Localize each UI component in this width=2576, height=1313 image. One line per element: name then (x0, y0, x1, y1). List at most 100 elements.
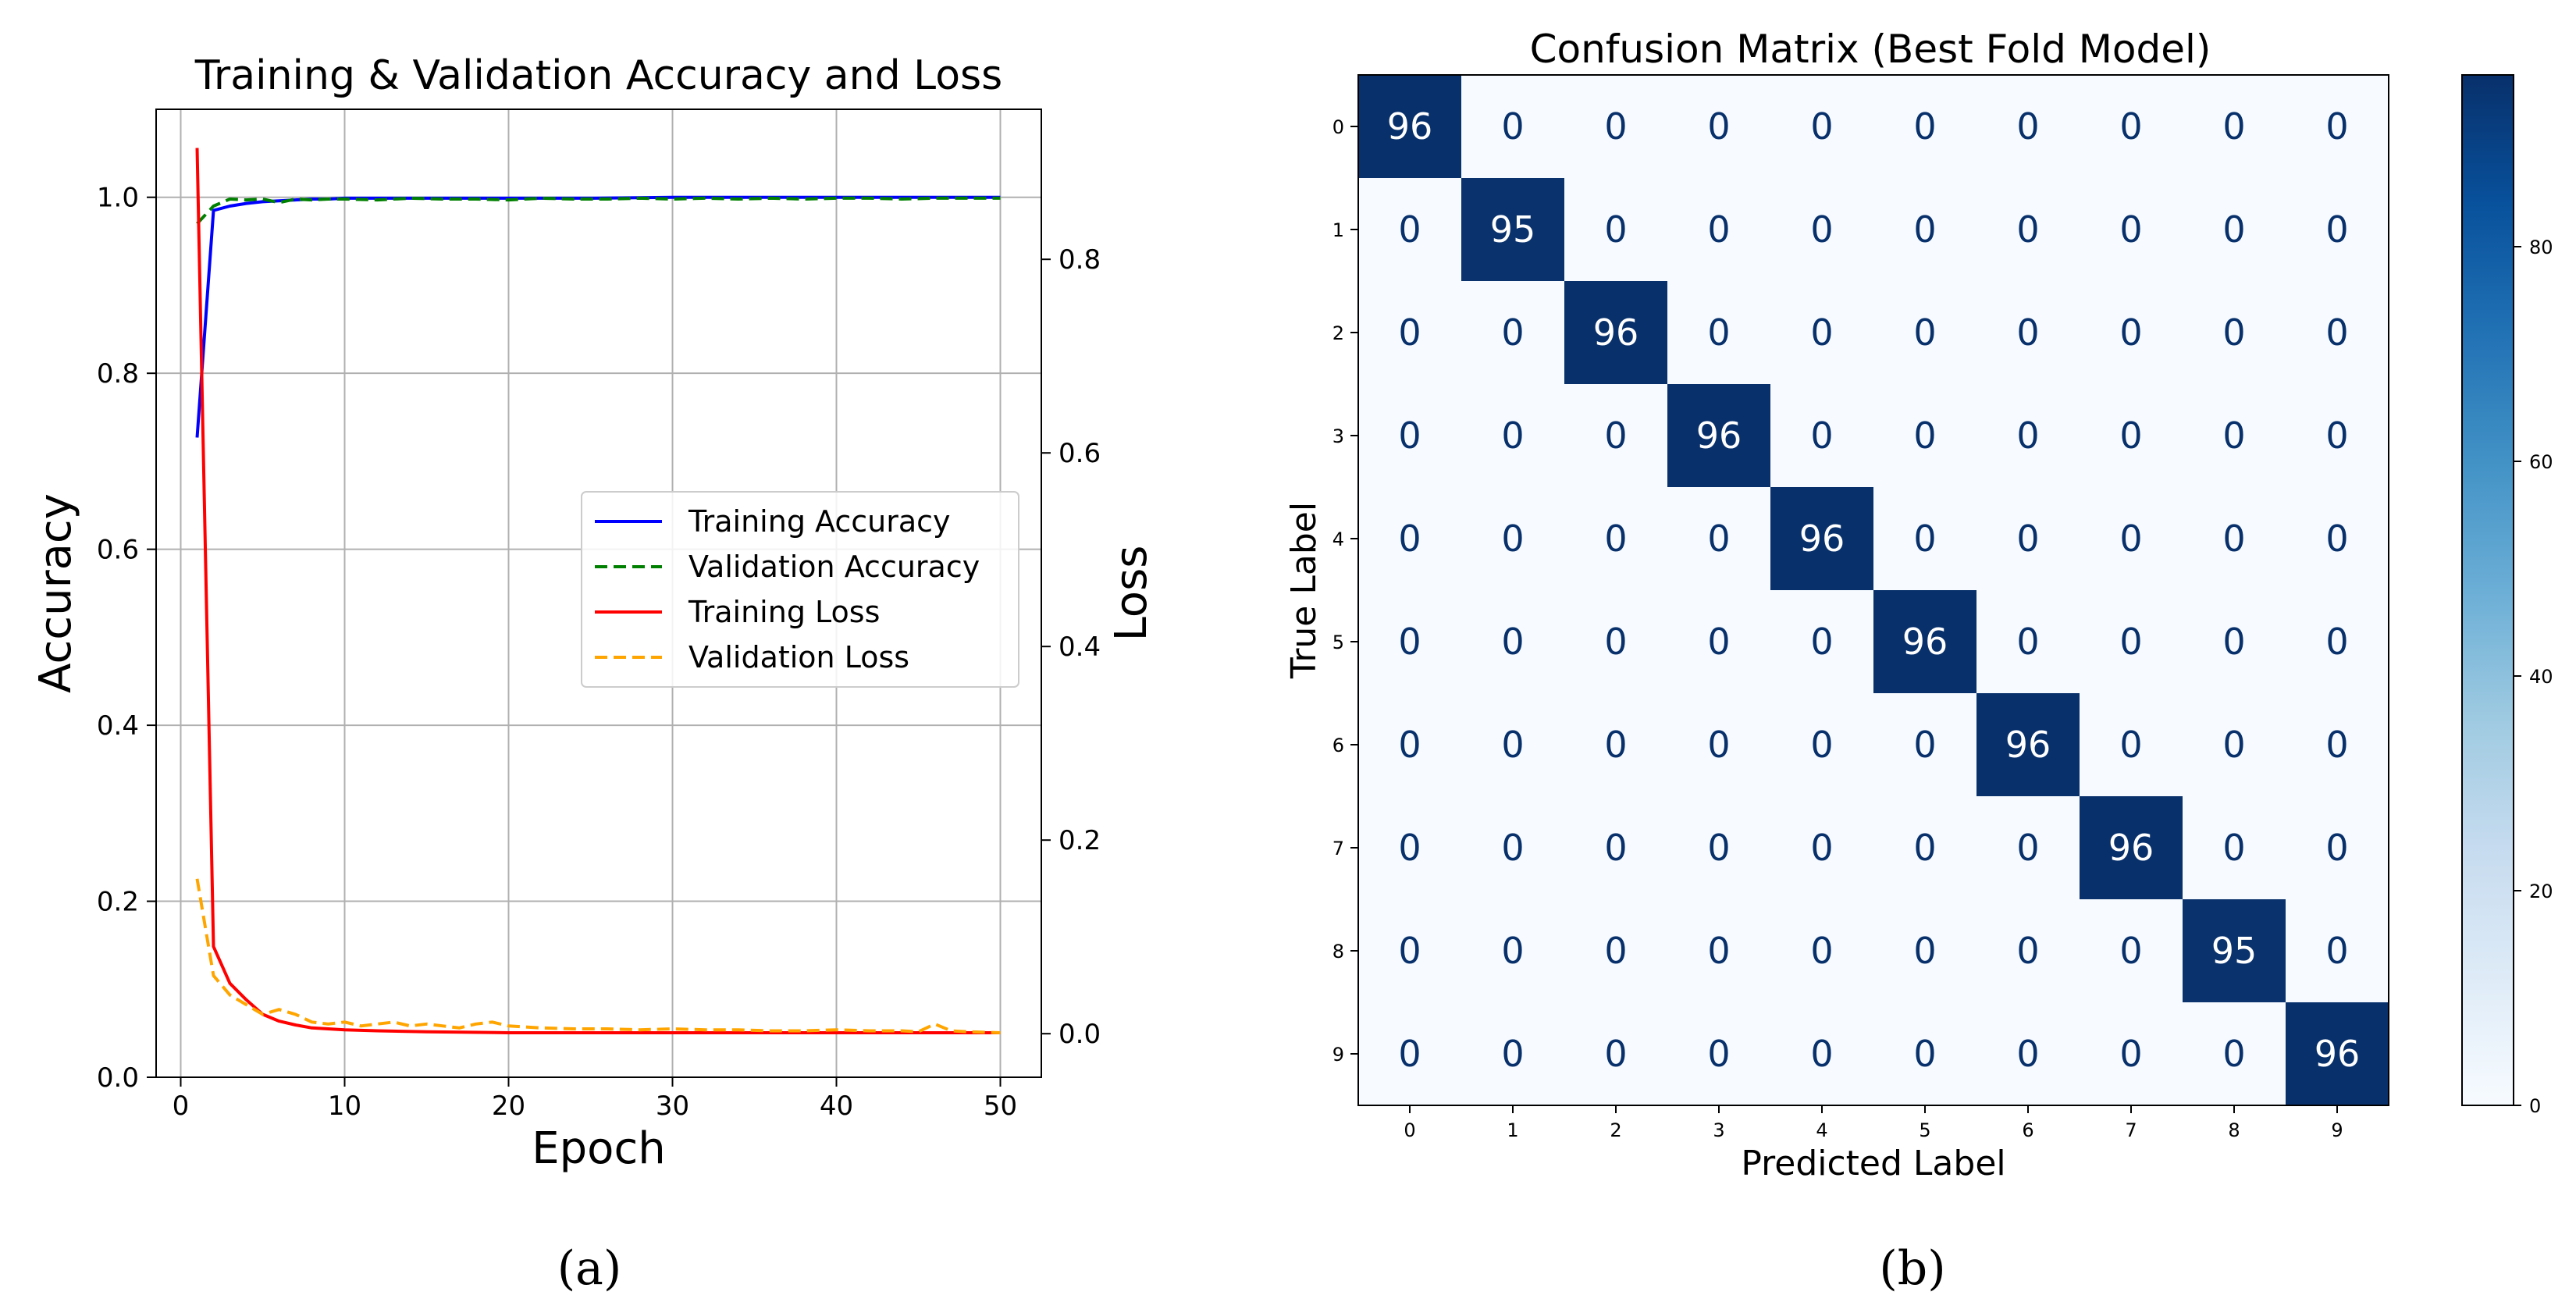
matrix-cell (1564, 75, 1667, 178)
y-tick-label: 2 (1332, 322, 1344, 344)
matrix-cell (1770, 487, 1873, 590)
matrix-cell-value: 0 (1707, 724, 1730, 766)
chart-b-xlabel: Predicted Label (1741, 1144, 2005, 1183)
matrix-cell (2183, 590, 2286, 693)
matrix-cell-value: 0 (1501, 930, 1524, 972)
matrix-cell (1770, 899, 1873, 1002)
matrix-cell (2183, 75, 2286, 178)
matrix-cell (1358, 75, 1461, 178)
matrix-cell-value: 96 (1902, 621, 1948, 663)
y-tick-label-left: 0.2 (97, 887, 139, 918)
matrix-cell (1976, 693, 2080, 796)
y-tick-label: 0 (1332, 116, 1344, 138)
x-tick-label: 3 (1713, 1119, 1724, 1141)
chart-a-legend: Training Accuracy Validation Accuracy Trai… (581, 491, 1019, 688)
colorbar-tick-label: 60 (2529, 451, 2553, 473)
matrix-cell-value: 0 (2016, 415, 2039, 457)
matrix-cell (1976, 281, 2080, 384)
chart-b-ylabel: True Label (1284, 502, 1324, 679)
matrix-cell-value: 0 (1913, 208, 1936, 251)
matrix-cell (1976, 384, 2080, 487)
chart-a-ylabel-left: Accuracy (30, 493, 81, 693)
matrix-cell-value: 0 (2119, 621, 2142, 663)
matrix-cell (1461, 590, 1564, 693)
matrix-cell-value: 0 (2222, 208, 2245, 251)
matrix-cell (1873, 281, 1976, 384)
matrix-cell (2080, 693, 2183, 796)
matrix-cell-value: 0 (2016, 827, 2039, 869)
chart-b-y-ticks: 0 1 2 3 4 5 6 7 8 9 (1332, 116, 1358, 1066)
x-tick-label: 2 (1610, 1119, 1621, 1141)
matrix-cell (2286, 178, 2389, 281)
matrix-cell-value: 0 (2119, 518, 2142, 560)
matrix-cell-value: 0 (1501, 415, 1524, 457)
matrix-cell (1976, 178, 2080, 281)
matrix-cell (1976, 487, 2080, 590)
matrix-cell (1873, 75, 1976, 178)
matrix-cell (2183, 178, 2286, 281)
y-tick-label: 9 (1332, 1044, 1344, 1066)
matrix-cell-value: 0 (2325, 724, 2348, 766)
matrix-cell (1358, 590, 1461, 693)
x-tick-label: 10 (328, 1091, 361, 1122)
matrix-cell-value: 0 (1604, 827, 1627, 869)
matrix-cell (1461, 1002, 1564, 1105)
matrix-cell (1976, 1002, 2080, 1105)
matrix-cell (1873, 796, 1976, 899)
panel-a-label: (a) (557, 1241, 622, 1296)
matrix-cell (1667, 693, 1770, 796)
matrix-cell-value: 0 (1810, 311, 1833, 354)
matrix-cell (1358, 693, 1461, 796)
matrix-cell-value: 0 (1604, 930, 1627, 972)
matrix-cell-value: 0 (2325, 415, 2348, 457)
chart-a-xlabel: Epoch (532, 1123, 665, 1174)
matrix-cell (1461, 384, 1564, 487)
chart-a-y-ticks-left: 0.0 0.2 0.4 0.6 0.8 1.0 (97, 183, 156, 1094)
matrix-cell-value: 0 (1707, 105, 1730, 148)
y-tick-label-left: 0.6 (97, 535, 139, 566)
matrix-cell-value: 96 (1387, 105, 1433, 148)
matrix-cell-value: 0 (2119, 311, 2142, 354)
x-tick-label: 1 (1507, 1119, 1518, 1141)
matrix-cell (1770, 281, 1873, 384)
y-tick-label: 4 (1332, 528, 1344, 550)
matrix-cell-value: 0 (2222, 621, 2245, 663)
matrix-cell-value: 0 (2222, 1033, 2245, 1075)
matrix-cell-value: 0 (1707, 1033, 1730, 1075)
matrix-cell-value: 0 (1501, 827, 1524, 869)
matrix-cell (1873, 693, 1976, 796)
matrix-cell (1667, 75, 1770, 178)
matrix-cell (1358, 487, 1461, 590)
matrix-cell (1461, 796, 1564, 899)
matrix-cell-value: 0 (2325, 208, 2348, 251)
matrix-cell-value: 0 (2325, 105, 2348, 148)
matrix-cell (1667, 281, 1770, 384)
matrix-cell-value: 0 (1913, 311, 1936, 354)
matrix-cell-value: 0 (1501, 311, 1524, 354)
matrix-cell (1770, 384, 1873, 487)
matrix-cell-value: 0 (1604, 621, 1627, 663)
y-tick-label-right: 0.2 (1059, 825, 1101, 856)
matrix-cell (2080, 590, 2183, 693)
matrix-cell (1667, 487, 1770, 590)
y-tick-label-right: 0.6 (1059, 438, 1101, 469)
x-tick-label: 9 (2331, 1119, 2343, 1141)
x-tick-label: 7 (2125, 1119, 2137, 1141)
matrix-cell (1976, 590, 2080, 693)
colorbar (2461, 74, 2514, 1106)
matrix-cell-value: 0 (1501, 518, 1524, 560)
matrix-cell-value: 0 (1398, 724, 1421, 766)
y-tick-label-left: 0.8 (97, 358, 139, 390)
colorbar-tick-label: 40 (2529, 666, 2553, 688)
matrix-cell (2080, 487, 2183, 590)
chart-a-series (195, 148, 1001, 1034)
matrix-cell-value: 0 (2222, 105, 2245, 148)
legend-label: Validation Accuracy (688, 550, 980, 584)
matrix-cell (2080, 75, 2183, 178)
matrix-cell-value: 0 (2325, 311, 2348, 354)
matrix-cell-value: 0 (1501, 621, 1524, 663)
matrix-cell (1667, 1002, 1770, 1105)
legend-label: Training Accuracy (688, 504, 951, 539)
confusion-matrix-cells (1358, 75, 2389, 1105)
x-tick-label: 4 (1816, 1119, 1827, 1141)
